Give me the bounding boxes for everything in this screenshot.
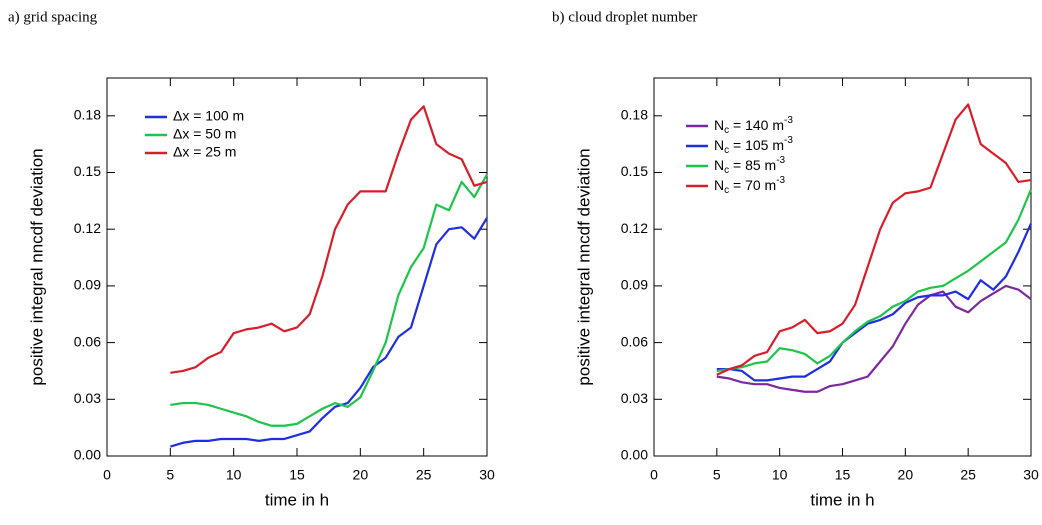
y-tick-label: 0.12 [621,220,648,236]
series-line [716,189,1033,373]
panel-title: a) grid spacing [8,9,98,25]
x-tick-label: 15 [289,467,305,483]
y-tick-label: 0.15 [74,163,101,179]
y-tick-label: 0.00 [74,447,101,463]
legend-label: Δx = 25 m [173,144,236,160]
x-axis-label: time in h [810,490,874,509]
y-tick-label: 0.03 [621,390,648,406]
y-tick-label: 0.12 [74,220,101,236]
x-tick-label: 0 [103,467,111,483]
legend-label: Nc = 70 m-3 [714,175,786,196]
x-tick-label: 20 [898,467,914,483]
legend-label: Δx = 50 m [173,126,236,142]
series-line [716,284,1032,393]
y-tick-label: 0.09 [621,277,648,293]
x-tick-label: 30 [1023,467,1039,483]
legend-label: Nc = 140 m-3 [714,115,793,136]
series-line [170,105,488,374]
legend-label: Nc = 85 m-3 [714,155,786,176]
series-line [716,103,1032,376]
y-tick-label: 0.18 [74,107,101,123]
x-tick-label: 0 [650,467,658,483]
x-tick-label: 5 [713,467,721,483]
x-tick-label: 5 [166,467,174,483]
y-tick-label: 0.09 [74,277,101,293]
x-tick-label: 25 [960,467,976,483]
x-tick-label: 30 [479,467,495,483]
legend-label: Δx = 100 m [173,108,244,124]
panel-title: b) cloud droplet number [552,9,697,25]
x-tick-label: 20 [353,467,369,483]
series-line [170,217,488,448]
series-line [716,223,1033,382]
y-tick-label: 0.18 [621,107,648,123]
y-tick-label: 0.06 [621,333,648,349]
x-tick-label: 10 [772,467,788,483]
x-tick-label: 15 [835,467,851,483]
y-tick-label: 0.06 [74,333,101,349]
y-tick-label: 0.03 [74,390,101,406]
x-tick-label: 10 [226,467,242,483]
y-tick-label: 0.15 [621,163,648,179]
y-tick-label: 0.00 [621,447,648,463]
x-tick-label: 25 [416,467,432,483]
y-axis-label: positive integral nncdf deviation [27,148,46,385]
legend-label: Nc = 105 m-3 [714,135,793,156]
x-axis-label: time in h [265,490,329,509]
series-line [170,173,488,427]
y-axis-label: positive integral nncdf deviation [574,148,593,385]
